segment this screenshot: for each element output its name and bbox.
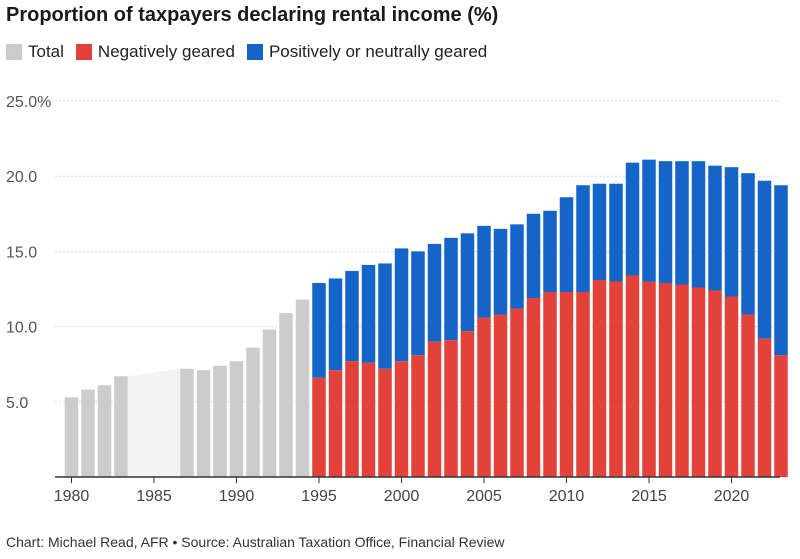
bar-positively-geared-2021 [741, 173, 755, 315]
legend-item-total: Total [6, 42, 64, 62]
bar-total-1982 [97, 385, 112, 477]
bar-negatively-geared-2017 [675, 284, 689, 477]
x-tick-label: 1980 [54, 488, 90, 505]
bar-negatively-geared-2010 [559, 292, 574, 477]
bar-negatively-geared-1996 [328, 370, 343, 477]
x-tick-label: 1995 [301, 488, 337, 505]
gap-band [127, 368, 181, 477]
legend: Total Negatively geared Positively or ne… [6, 42, 499, 62]
bar-total-1983 [114, 376, 128, 477]
legend-label-total: Total [28, 42, 64, 61]
legend-swatch-negatively-geared [75, 44, 92, 60]
bar-total-1980 [64, 397, 79, 477]
bar-negatively-geared-2022 [757, 338, 772, 477]
legend-label-negatively-geared: Negatively geared [97, 42, 235, 61]
bar-positively-geared-2014 [625, 162, 640, 276]
bar-negatively-geared-2009 [543, 292, 557, 477]
bar-positively-geared-2003 [444, 237, 458, 341]
bar-total-1991 [246, 347, 260, 477]
bar-positively-geared-1998 [361, 264, 376, 363]
bar-negatively-geared-1995 [312, 377, 326, 477]
bar-total-1987 [180, 368, 194, 477]
bar-positively-geared-2015 [642, 159, 656, 282]
bar-total-1981 [81, 389, 95, 477]
bar-positively-geared-1999 [378, 263, 392, 369]
bar-positively-geared-2006 [493, 228, 508, 315]
bar-total-1988 [196, 370, 211, 477]
bar-total-1989 [213, 365, 227, 477]
bar-positively-geared-2004 [460, 233, 475, 332]
bar-negatively-geared-2002 [427, 341, 442, 477]
x-tick-label: 2015 [631, 488, 667, 505]
bar-negatively-geared-2021 [741, 314, 755, 477]
bar-positively-geared-2017 [675, 161, 689, 285]
bar-positively-geared-2010 [559, 197, 574, 293]
x-tick-label: 2010 [549, 488, 585, 505]
bar-negatively-geared-2004 [460, 331, 475, 477]
legend-swatch-positively-geared [246, 44, 263, 60]
bar-negatively-geared-2023 [774, 355, 788, 477]
bar-positively-geared-2013 [609, 183, 623, 282]
legend-swatch-total [6, 44, 22, 60]
bar-total-1993 [279, 313, 293, 477]
bar-negatively-geared-2018 [691, 287, 706, 477]
bar-negatively-geared-2006 [493, 314, 508, 477]
bar-total-1992 [262, 329, 277, 477]
bar-positively-geared-1996 [328, 278, 343, 371]
bar-chart: 5.0 10.0 15.0 20.0 25.0% 1980 1985 1990 1995 2000… [6, 94, 788, 505]
bar-negatively-geared-1998 [361, 362, 376, 477]
bar-positively-geared-1995 [312, 282, 326, 378]
bar-positively-geared-2005 [477, 225, 491, 318]
bar-negatively-geared-2020 [724, 296, 739, 477]
x-tick-label: 2020 [714, 488, 750, 505]
bar-positively-geared-2000 [394, 248, 409, 362]
bar-negatively-geared-2011 [576, 292, 590, 477]
bar-negatively-geared-2014 [625, 275, 640, 477]
bar-negatively-geared-2016 [658, 282, 673, 477]
bar-positively-geared-2002 [427, 243, 442, 342]
bar-total-1994 [295, 299, 310, 477]
bar-positively-geared-2009 [543, 210, 557, 293]
bar-negatively-geared-2003 [444, 340, 458, 477]
bar-positively-geared-1997 [345, 270, 359, 362]
legend-item-negatively-geared: Negatively geared [75, 42, 235, 62]
legend-item-positively-geared: Positively or neutrally geared [246, 42, 488, 62]
bar-positively-geared-2008 [526, 213, 541, 299]
legend-label-positively-geared: Positively or neutrally geared [268, 42, 488, 61]
x-tick-label: 2000 [384, 488, 420, 505]
bar-negatively-geared-2008 [526, 298, 541, 477]
bar-negatively-geared-1997 [345, 361, 359, 477]
bar-negatively-geared-2007 [510, 308, 524, 477]
bar-positively-geared-2020 [724, 167, 739, 297]
bar-positively-geared-2011 [576, 185, 590, 293]
bar-positively-geared-2012 [592, 183, 607, 280]
bar-positively-geared-2023 [774, 185, 788, 356]
bar-negatively-geared-2005 [477, 317, 491, 477]
x-tick-label: 2005 [466, 488, 502, 505]
bar-positively-geared-2019 [708, 165, 722, 291]
chart-title: Proportion of taxpayers declaring rental… [6, 4, 499, 26]
y-tick-label: 5.0 [6, 395, 28, 412]
bar-positively-geared-2018 [691, 161, 706, 288]
bar-positively-geared-2007 [510, 224, 524, 309]
y-tick-label: 10.0 [6, 320, 37, 337]
y-tick-label: 20.0 [6, 169, 37, 186]
bar-positively-geared-2001 [411, 251, 425, 356]
x-tick-label: 1985 [136, 488, 172, 505]
bar-negatively-geared-2000 [394, 361, 409, 477]
bar-negatively-geared-2015 [642, 281, 656, 477]
x-tick-label: 1990 [219, 488, 255, 505]
bar-negatively-geared-2001 [411, 355, 425, 477]
bar-negatively-geared-2019 [708, 290, 722, 477]
bar-negatively-geared-2013 [609, 281, 623, 477]
y-tick-label: 15.0 [6, 244, 37, 261]
bar-negatively-geared-2012 [592, 279, 607, 477]
chart-footer: Chart: Michael Read, AFR • Source: Austr… [6, 534, 505, 550]
bar-positively-geared-2022 [757, 180, 772, 339]
y-tick-label: 25.0% [6, 94, 51, 111]
bar-negatively-geared-1999 [378, 368, 392, 477]
bar-total-1990 [229, 361, 244, 477]
bar-positively-geared-2016 [658, 161, 673, 283]
